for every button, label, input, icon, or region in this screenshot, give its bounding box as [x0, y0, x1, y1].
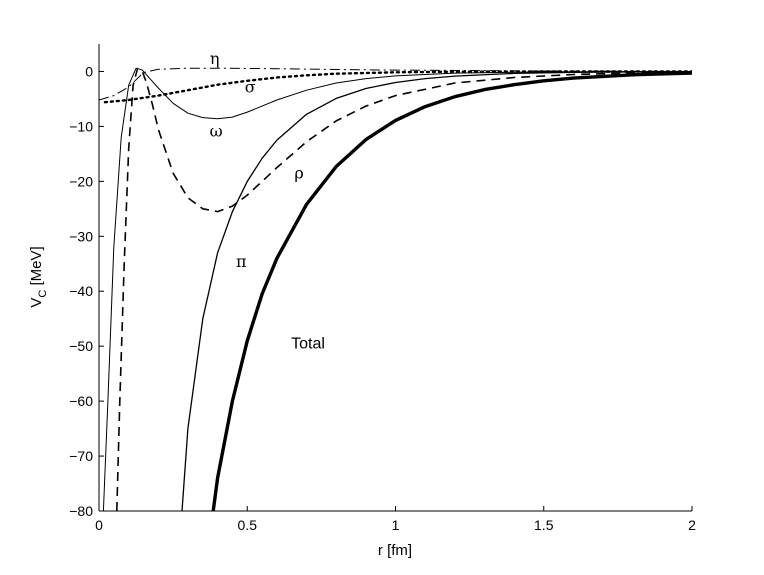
series-line-meson	[103, 70, 692, 104]
series-line-meson	[116, 67, 692, 511]
y-tick-label: −60	[69, 393, 93, 409]
series-line-meson	[99, 67, 692, 101]
y-axis-label: VC [MeV]	[28, 246, 49, 307]
x-axis-label: r [fm]	[378, 542, 412, 559]
curve-label: σ	[245, 77, 256, 96]
y-tick-label: −20	[69, 173, 93, 189]
y-tick-label: −30	[69, 228, 93, 244]
x-tick-label: 1.5	[534, 517, 554, 533]
curve-label: π	[236, 252, 247, 271]
y-tick-label: −70	[69, 448, 93, 464]
x-tick-label: 1	[392, 517, 400, 533]
x-tick-label: 0.5	[238, 517, 258, 533]
series-line-meson	[181, 70, 692, 511]
y-axis-label-main: V	[28, 298, 45, 308]
tick-layer: 0 0.5 1 1.5 2 0 −10 −20 −30 −40 −50 −60 −70 −80	[69, 63, 696, 533]
x-tick-label: 2	[688, 517, 696, 533]
y-tick-label: 0	[85, 63, 93, 79]
y-tick-label: −40	[69, 283, 93, 299]
curve-label: Total	[291, 335, 325, 352]
series-line-total	[211, 71, 692, 511]
x-tick-label: 0	[95, 517, 103, 533]
y-axis-label-sub: C	[37, 290, 49, 298]
curve-label: ω	[210, 121, 223, 140]
curve-label: ρ	[294, 164, 303, 183]
y-tick-label: −10	[69, 118, 93, 134]
y-tick-label: −50	[69, 338, 93, 354]
series-line-meson	[102, 67, 692, 511]
series-layer	[99, 67, 692, 511]
curve-label: η	[210, 49, 220, 68]
y-axis-label-unit: [MeV]	[28, 246, 45, 289]
y-tick-label: −80	[69, 503, 93, 519]
annotation-layer: η σ ω ρ π Total	[210, 49, 325, 353]
